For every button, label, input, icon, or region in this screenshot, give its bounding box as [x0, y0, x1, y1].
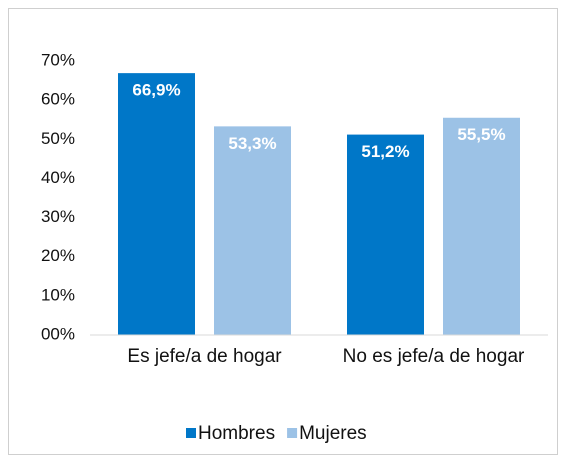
- y-tick-label: 00%: [41, 324, 75, 343]
- bar: [347, 134, 424, 335]
- x-tick-label: Es jefe/a de hogar: [127, 346, 282, 367]
- frame: [8, 8, 558, 455]
- y-tick-label: 40%: [41, 168, 75, 187]
- legend-swatch: [186, 428, 196, 438]
- value-label: 55,5%: [457, 125, 505, 144]
- bar: [443, 117, 520, 335]
- value-label: 53,3%: [228, 134, 276, 153]
- value-label: 51,2%: [361, 142, 409, 161]
- bar: [214, 126, 291, 336]
- y-tick-label: 60%: [41, 90, 75, 109]
- value-label: 66,9%: [132, 81, 180, 100]
- legend-label: Mujeres: [299, 423, 367, 444]
- y-tick-label: 50%: [41, 129, 75, 148]
- y-tick-label: 30%: [41, 207, 75, 226]
- y-tick-label: 70%: [41, 50, 75, 69]
- bar: [118, 73, 195, 336]
- y-tick-label: 20%: [41, 246, 75, 265]
- x-tick-label: No es jefe/a de hogar: [342, 346, 525, 367]
- y-tick-label: 10%: [41, 285, 75, 304]
- legend-label: Hombres: [198, 423, 275, 444]
- legend-swatch: [287, 428, 298, 438]
